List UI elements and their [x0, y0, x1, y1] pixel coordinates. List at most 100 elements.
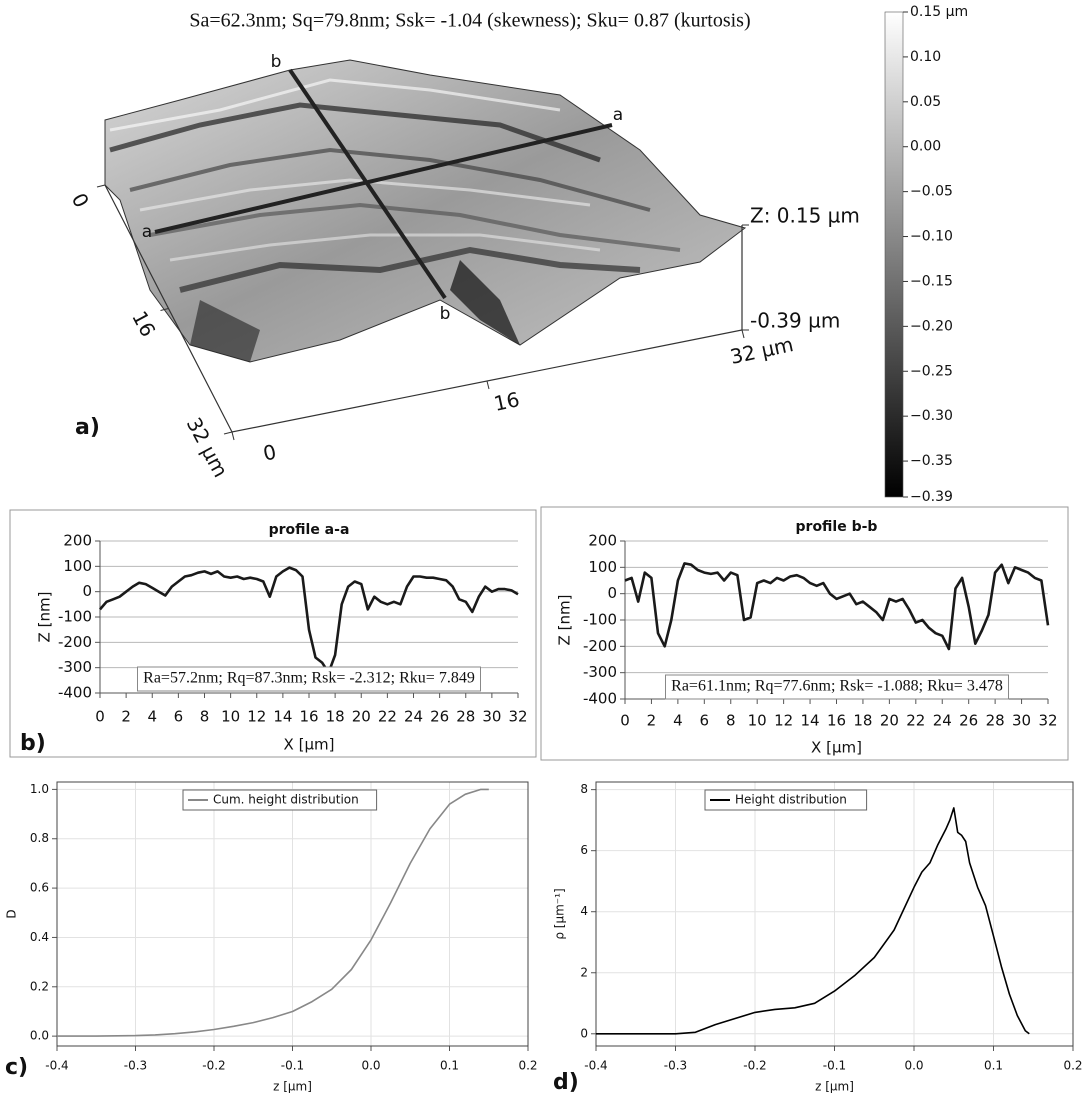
- x-tick-label: 18: [853, 712, 872, 730]
- y-tick-label: -200: [583, 637, 617, 655]
- x-tick-label: 0.0: [361, 1059, 380, 1073]
- colorbar-tick-label: −0.35: [910, 453, 953, 469]
- colorbar-tick-label: 0.10: [910, 49, 941, 65]
- y-axis-label: Z [nm]: [36, 592, 54, 643]
- y-tick-label: 8: [580, 782, 588, 796]
- y-axis-label: ρ [µm⁻¹]: [553, 888, 567, 939]
- x-tick-label: 22: [906, 712, 925, 730]
- x-tick-label: 0: [95, 708, 105, 726]
- panel-label: c): [5, 1055, 28, 1080]
- panel-label: b): [20, 731, 46, 756]
- x-tick-label: 16: [492, 387, 522, 416]
- y-tick-label: -100: [583, 611, 617, 629]
- colorbar-tick-label: 0.05: [910, 94, 941, 110]
- x-tick-label: -0.1: [281, 1059, 304, 1073]
- section-label: a: [613, 105, 623, 125]
- x-axis-label: X [µm]: [811, 739, 862, 757]
- x-tick-label: 4: [147, 708, 157, 726]
- colorbar-tick-label: −0.39: [910, 489, 953, 505]
- stats-box: [137, 666, 481, 692]
- y-tick-label: -300: [58, 658, 92, 676]
- x-tick-label: 0.2: [1063, 1059, 1082, 1073]
- y-tick-label: 0.0: [30, 1029, 49, 1043]
- y-tick-label: 200: [588, 532, 617, 550]
- x-tick-label: 32: [508, 708, 527, 726]
- y-tick: [160, 308, 169, 311]
- y-tick-label: 4: [580, 904, 588, 918]
- y-tick-label: 0: [82, 582, 92, 600]
- x-tick-label: 10: [748, 712, 767, 730]
- y-tick-label: -200: [58, 633, 92, 651]
- colorbar-tick-label: 0.00: [910, 139, 941, 155]
- x-axis-label: z [µm]: [815, 1080, 854, 1094]
- y-tick-label: 32 µm: [182, 413, 233, 481]
- y-tick-label: 0.4: [30, 930, 49, 944]
- x-tick-label: -0.3: [124, 1059, 147, 1073]
- z-tick-label: Z: 0.15 µm: [750, 204, 860, 228]
- x-tick-label: 28: [986, 712, 1005, 730]
- x-tick-label: 16: [299, 708, 318, 726]
- x-tick-label: 30: [1012, 712, 1031, 730]
- y-tick-label: 2: [580, 965, 588, 979]
- chart-title: profile b-b: [796, 519, 878, 535]
- colorbar-tick-label: 0.15 µm: [910, 4, 968, 20]
- x-tick-label: 14: [273, 708, 292, 726]
- y-tick-label: -100: [58, 608, 92, 626]
- x-tick-label: -0.3: [664, 1059, 687, 1073]
- data-line: [596, 807, 1030, 1035]
- x-tick-label: 24: [404, 708, 423, 726]
- data-line: [624, 562, 1050, 651]
- x-tick-label: 32: [1038, 712, 1057, 730]
- x-tick-label: 0: [261, 439, 278, 465]
- x-tick-label: 0.1: [984, 1059, 1003, 1073]
- y-tick-label: 1.0: [30, 782, 49, 796]
- plot-area: [56, 781, 529, 1047]
- x-tick-label: 0.2: [518, 1059, 537, 1073]
- y-tick-label: 0: [67, 189, 94, 212]
- y-tick-label: 0.8: [30, 831, 49, 845]
- x-tick-label: 10: [221, 708, 240, 726]
- x-tick-label: 26: [959, 712, 978, 730]
- x-axis-label: z [µm]: [273, 1080, 312, 1094]
- x-tick-label: 32 µm: [728, 332, 796, 369]
- colorbar-tick-label: −0.30: [910, 408, 953, 424]
- x-tick-label: 6: [174, 708, 184, 726]
- panel-frame: [540, 506, 1069, 761]
- colorbar-tick-label: −0.20: [910, 318, 953, 334]
- x-tick-label: 20: [880, 712, 899, 730]
- x-tick-label: 4: [673, 712, 683, 730]
- surface-rendering: [104, 59, 747, 363]
- panel-label: a): [75, 415, 100, 440]
- x-tick-label: 2: [121, 708, 131, 726]
- y-axis-label: D: [5, 909, 19, 918]
- y-tick-label: 0: [580, 1026, 588, 1040]
- data-line: [99, 566, 519, 674]
- plot-area: [595, 781, 1074, 1047]
- x-tick-label: 20: [352, 708, 371, 726]
- section-line: [154, 123, 613, 234]
- stats-text: Ra=61.1nm; Rq=77.6nm; Rsk= -1.088; Rku= …: [671, 678, 1003, 695]
- stats-text: Ra=57.2nm; Rq=87.3nm; Rsk= -2.312; Rku= …: [143, 670, 475, 687]
- colorbar-tick-label: −0.25: [910, 363, 953, 379]
- x-tick-label: 28: [456, 708, 475, 726]
- y-tick-label: 0: [607, 584, 617, 602]
- colorbar-tick-label: −0.15: [910, 273, 953, 289]
- x-tick-label: -0.4: [45, 1059, 68, 1073]
- x-tick-label: 0: [620, 712, 630, 730]
- x-tick: [231, 431, 235, 441]
- y-tick-label: -400: [58, 684, 92, 702]
- x-tick-label: 0.0: [904, 1059, 923, 1073]
- y-tick-label: 0.2: [30, 979, 49, 993]
- colorbar-tick-label: −0.05: [910, 184, 953, 200]
- section-label: b: [271, 52, 282, 72]
- colorbar: [884, 11, 904, 498]
- section-line: [288, 68, 447, 300]
- x-tick-label: -0.2: [202, 1059, 225, 1073]
- y-tick-label: -300: [583, 663, 617, 681]
- x-tick-label: 2: [647, 712, 657, 730]
- y-tick-label: -400: [583, 690, 617, 708]
- y-tick-label: 200: [63, 532, 92, 550]
- x-tick-label: 18: [326, 708, 345, 726]
- x-tick-label: 0.1: [440, 1059, 459, 1073]
- panel-label: d): [553, 1070, 579, 1095]
